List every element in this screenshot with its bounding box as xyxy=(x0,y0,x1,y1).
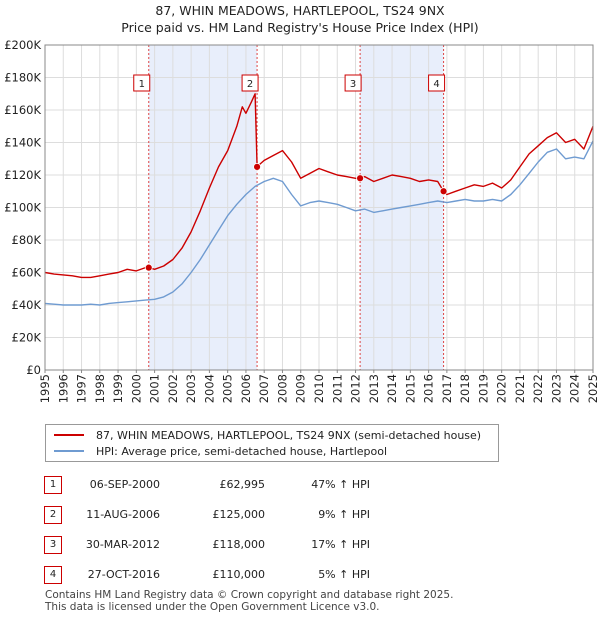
chart-title-address: 87, WHIN MEADOWS, HARTLEPOOL, TS24 9NX xyxy=(155,3,445,18)
sale-date: 06-SEP-2000 xyxy=(89,478,160,491)
sale-marker-box xyxy=(428,74,446,92)
sale-date: 27-OCT-2016 xyxy=(87,568,160,581)
sale-date: 30-MAR-2012 xyxy=(85,538,160,551)
x-tick-label: 2005 xyxy=(221,374,235,403)
sale-point xyxy=(439,187,448,196)
x-tick-label: 2003 xyxy=(184,374,198,403)
table-row: 1 06-SEP-2000 £62,995 47% ↑ HPI xyxy=(0,476,600,496)
sale-number-badge: 3 xyxy=(44,536,62,554)
axes: £0 £20K £40K £60K £80K £100K £120K £140K £160K £1… xyxy=(4,38,600,403)
x-tick-label: 2022 xyxy=(531,374,545,403)
x-tick-label: 2001 xyxy=(148,374,162,403)
legend: 87, WHIN MEADOWS, HARTLEPOOL, TS24 9NX (… xyxy=(45,424,499,462)
y-tick-label: £180K xyxy=(4,71,41,85)
sale-point xyxy=(253,162,261,171)
x-tick-label: 2000 xyxy=(129,374,143,403)
y-tick-label: £20K xyxy=(12,331,42,345)
x-tick-label: 2018 xyxy=(458,374,472,403)
sale-point xyxy=(144,263,153,272)
sale-marker-label: 2 xyxy=(247,79,253,90)
legend-item-hpi: HPI: Average price, semi-detached house,… xyxy=(54,443,387,459)
x-tick-label: 2010 xyxy=(312,374,326,403)
x-tick-label: 2024 xyxy=(568,374,582,403)
x-tick-label: 2023 xyxy=(549,374,563,403)
x-tick-label: 2015 xyxy=(403,374,417,403)
footer-licence: This data is licensed under the Open Gov… xyxy=(45,601,380,613)
sale-price: £110,000 xyxy=(212,568,266,581)
chart-title-subtitle: Price paid vs. HM Land Registry's House … xyxy=(121,20,479,35)
y-tick-label: £200K xyxy=(4,38,41,52)
y-tick-label: £160K xyxy=(4,103,41,117)
sale-date: 11-AUG-2006 xyxy=(86,508,160,521)
x-tick-label: 2009 xyxy=(294,374,308,403)
table-row: 3 30-MAR-2012 £118,000 17% ↑ HPI xyxy=(0,536,600,556)
x-tick-label: 2014 xyxy=(385,374,399,403)
x-tick-label: 1996 xyxy=(56,374,70,403)
sale-marker-box xyxy=(133,74,151,92)
y-tick-label: £140K xyxy=(4,136,41,150)
x-tick-label: 2008 xyxy=(275,374,289,403)
sale-marker-box xyxy=(241,74,259,92)
table-row: 2 11-AUG-2006 £125,000 9% ↑ HPI xyxy=(0,506,600,526)
legend-label-property: 87, WHIN MEADOWS, HARTLEPOOL, TS24 9NX (… xyxy=(96,428,482,442)
sale-marker-box xyxy=(344,74,362,92)
x-tick-label: 2002 xyxy=(166,374,180,403)
sale-price: £118,000 xyxy=(212,538,266,551)
sale-number-badge: 1 xyxy=(44,476,62,494)
sale-marker-label: 4 xyxy=(433,79,439,90)
x-tick-label: 1995 xyxy=(38,374,52,403)
y-tick-label: £60K xyxy=(12,266,42,280)
x-tick-label: 1997 xyxy=(75,374,89,403)
sale-point xyxy=(356,174,365,183)
sale-marker-label: 1 xyxy=(139,79,145,90)
sale-hpi-change: 47% ↑ HPI xyxy=(311,478,370,491)
legend-item-property: 87, WHIN MEADOWS, HARTLEPOOL, TS24 9NX (… xyxy=(54,427,481,443)
sale-price: £125,000 xyxy=(212,508,266,521)
legend-swatch-property xyxy=(54,434,84,436)
x-tick-label: 1999 xyxy=(111,374,125,403)
legend-label-hpi: HPI: Average price, semi-detached house,… xyxy=(96,444,388,458)
x-tick-label: 2013 xyxy=(367,374,381,403)
y-tick-label: £80K xyxy=(12,233,42,247)
x-tick-label: 2017 xyxy=(440,374,454,403)
x-tick-label: 2020 xyxy=(495,374,509,403)
x-tick-label: 2012 xyxy=(349,374,363,403)
legend-swatch-hpi xyxy=(54,450,84,452)
x-tick-label: 2004 xyxy=(202,374,216,403)
hpi-line xyxy=(44,140,594,306)
sale-number-badge: 2 xyxy=(44,506,62,524)
sale-hpi-change: 5% ↑ HPI xyxy=(318,568,370,581)
y-tick-label: £0 xyxy=(26,363,41,377)
footer-copyright: Contains HM Land Registry data © Crown c… xyxy=(45,589,454,601)
x-tick-label: 2025 xyxy=(586,374,600,403)
sale-marker-label: 3 xyxy=(350,79,356,90)
footer: Contains HM Land Registry data © Crown c… xyxy=(45,589,453,613)
x-tick-label: 2007 xyxy=(257,374,271,403)
sale-markers: 1 2 3 4 xyxy=(133,74,446,92)
price-chart: 1 2 3 4 £0 £20K £40K £60K £80K £100K £120K £140K £1… xyxy=(4,38,600,403)
x-tick-label: 2016 xyxy=(422,374,436,403)
x-tick-label: 2021 xyxy=(513,374,527,403)
x-tick-label: 2019 xyxy=(476,374,490,403)
x-tick-label: 2011 xyxy=(330,374,344,403)
sale-hpi-change: 9% ↑ HPI xyxy=(318,508,370,521)
sale-number-badge: 4 xyxy=(44,566,62,584)
sale-points xyxy=(144,162,448,272)
grid-lines xyxy=(44,44,594,371)
y-tick-label: £120K xyxy=(4,168,41,182)
y-tick-label: £40K xyxy=(12,298,42,312)
table-row: 4 27-OCT-2016 £110,000 5% ↑ HPI xyxy=(0,566,600,586)
sale-hpi-change: 17% ↑ HPI xyxy=(311,538,370,551)
x-tick-label: 1998 xyxy=(93,374,107,403)
x-tick-label: 2006 xyxy=(239,374,253,403)
y-tick-label: £100K xyxy=(4,201,41,215)
sale-price: £62,995 xyxy=(219,478,266,491)
